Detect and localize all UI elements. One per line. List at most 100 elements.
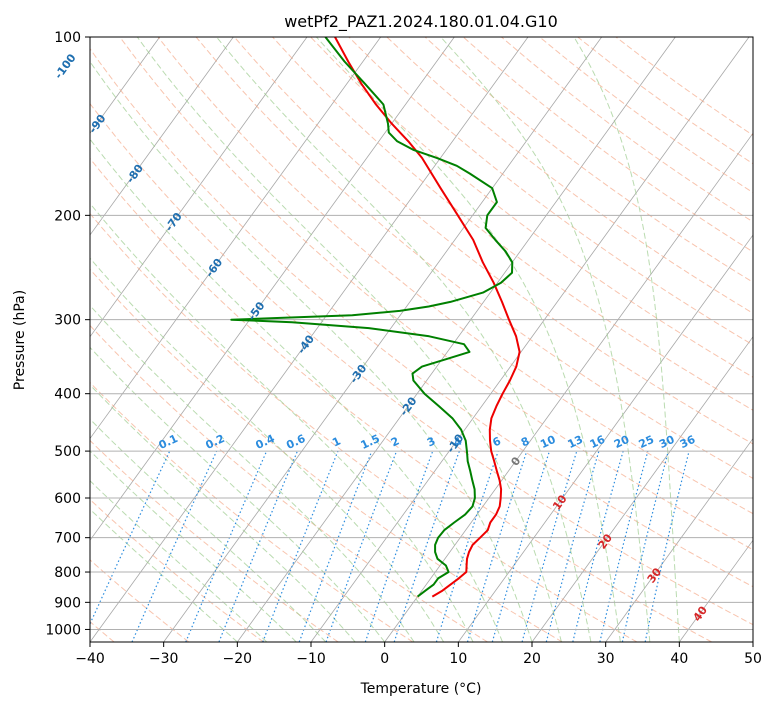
isotherm-line xyxy=(752,641,753,642)
isotherm-line xyxy=(163,37,603,642)
isotherm-line xyxy=(90,37,382,440)
dry-adiabat-line xyxy=(195,37,753,479)
y-tick-label: 600 xyxy=(54,491,81,507)
isotherm-label: 30 xyxy=(645,565,665,585)
moist-adiabat-line xyxy=(90,304,415,642)
mixing-ratio-label: 1 xyxy=(330,434,342,449)
x-tick-label: 10 xyxy=(449,651,467,667)
x-axis-title: Temperature (°C) xyxy=(360,681,482,697)
dry-adiabat-line xyxy=(90,498,264,642)
moist-adiabat-line xyxy=(90,480,268,642)
moist-adiabat-line xyxy=(316,37,621,642)
mixing-ratio-label: 0.2 xyxy=(204,432,227,452)
mixing-ratio-label: 16 xyxy=(588,433,608,451)
mixing-ratio-line xyxy=(435,450,499,642)
mixing-ratio-line xyxy=(491,450,551,642)
mixing-ratio-label: 0.6 xyxy=(284,432,307,452)
mixing-ratio-line xyxy=(572,450,624,642)
mixing-ratio-line xyxy=(298,450,373,642)
isotherm-line xyxy=(531,336,753,642)
isotherm-line xyxy=(679,539,753,642)
chart-title: wetPf2_PAZ1.2024.180.01.04.G10 xyxy=(284,12,558,32)
x-tick-label: −40 xyxy=(75,651,105,667)
y-tick-label: 800 xyxy=(54,565,81,581)
x-tick-label: 0 xyxy=(380,651,389,667)
mixing-ratio-line xyxy=(185,450,268,642)
isotherm-line xyxy=(90,37,455,541)
y-tick-label: 400 xyxy=(54,387,81,403)
y-tick-label: 300 xyxy=(54,313,81,329)
mixing-ratio-line xyxy=(393,450,460,642)
sounding-profiles xyxy=(230,37,521,598)
dry-adiabat-line xyxy=(90,157,712,642)
isotherm-label: 10 xyxy=(550,492,570,512)
y-tick-label: 500 xyxy=(54,444,81,460)
moist-adiabat-line xyxy=(573,37,680,642)
dry-adiabat-line xyxy=(310,37,753,378)
dry-adiabat-line xyxy=(386,37,753,314)
dry-adiabat-line xyxy=(462,37,753,253)
dry-adiabat-line xyxy=(90,47,753,588)
moist-adiabat-line xyxy=(90,202,474,642)
isotherm-label: 20 xyxy=(596,531,616,551)
isotherm-line xyxy=(384,132,753,642)
mixing-ratio-label: 1.5 xyxy=(359,432,382,452)
moist-adiabat-line xyxy=(90,418,327,642)
mixing-ratio-label: 36 xyxy=(678,433,698,451)
dry-adiabat-line xyxy=(90,268,563,642)
dry-adiabat-line xyxy=(348,37,753,346)
moist-adiabat-line xyxy=(90,508,238,642)
mixing-ratio-label: 10 xyxy=(538,433,558,451)
moist-adiabat-line xyxy=(136,37,562,642)
y-tick-label: 700 xyxy=(54,531,81,547)
mixing-ratio-label: 30 xyxy=(657,433,677,451)
mixing-ratio-label: 2 xyxy=(389,434,401,449)
isotherm-label: 0 xyxy=(508,454,523,468)
y-tick-label: 200 xyxy=(54,208,81,224)
x-tick-label: −10 xyxy=(296,651,326,667)
dry-adiabat-line xyxy=(90,439,339,642)
x-tick-label: 30 xyxy=(597,651,615,667)
dry-adiabat-line xyxy=(90,381,414,642)
plot-frame xyxy=(89,36,754,643)
mixing-ratio-line xyxy=(545,450,600,642)
isotherm-line xyxy=(237,37,676,642)
mixing-ratio-line xyxy=(262,450,339,642)
x-tick-label: 50 xyxy=(744,651,762,667)
x-tick-label: −30 xyxy=(149,651,179,667)
moist-adiabat-line xyxy=(90,257,445,642)
temperature-profile-line xyxy=(334,37,521,598)
mixing-ratio-line xyxy=(325,450,398,642)
mixing-ratio-line xyxy=(521,450,578,642)
isotherm-line xyxy=(90,37,529,642)
isotherm-line xyxy=(605,437,753,642)
dry-adiabat-line xyxy=(539,37,753,194)
dry-adiabat-line xyxy=(157,37,753,515)
mixing-ratio-line xyxy=(621,450,669,642)
mixing-ratio-line xyxy=(218,450,298,642)
isotherm-line xyxy=(90,37,308,338)
mixing-ratio-line xyxy=(364,450,434,642)
isotherm-label: -60 xyxy=(203,256,225,280)
dry-adiabat-line xyxy=(90,324,488,642)
isotherm-line xyxy=(458,234,753,642)
dry-adiabat-line xyxy=(272,37,753,411)
mixing-ratio-line xyxy=(644,450,690,642)
isotherm-label: 40 xyxy=(691,604,711,624)
moist-adiabat-line xyxy=(440,37,651,642)
isotherm-line xyxy=(90,37,234,236)
isotherm-label: -80 xyxy=(124,162,146,186)
isotherm-label: -20 xyxy=(397,394,419,418)
x-tick-label: 20 xyxy=(523,651,541,667)
y-axis-title: Pressure (hPa) xyxy=(12,290,28,390)
mixing-ratio-label: 0.4 xyxy=(254,432,277,452)
dry-adiabat-line xyxy=(501,37,753,223)
mixing-ratio-label: 25 xyxy=(637,433,656,451)
y-tick-label: 900 xyxy=(54,595,81,611)
dry-adiabat-line xyxy=(90,212,638,642)
mixing-ratio-line xyxy=(90,450,171,626)
moist-adiabat-line xyxy=(90,60,533,642)
moist-adiabat-line xyxy=(90,384,356,642)
dry-adiabat-line xyxy=(90,102,753,626)
